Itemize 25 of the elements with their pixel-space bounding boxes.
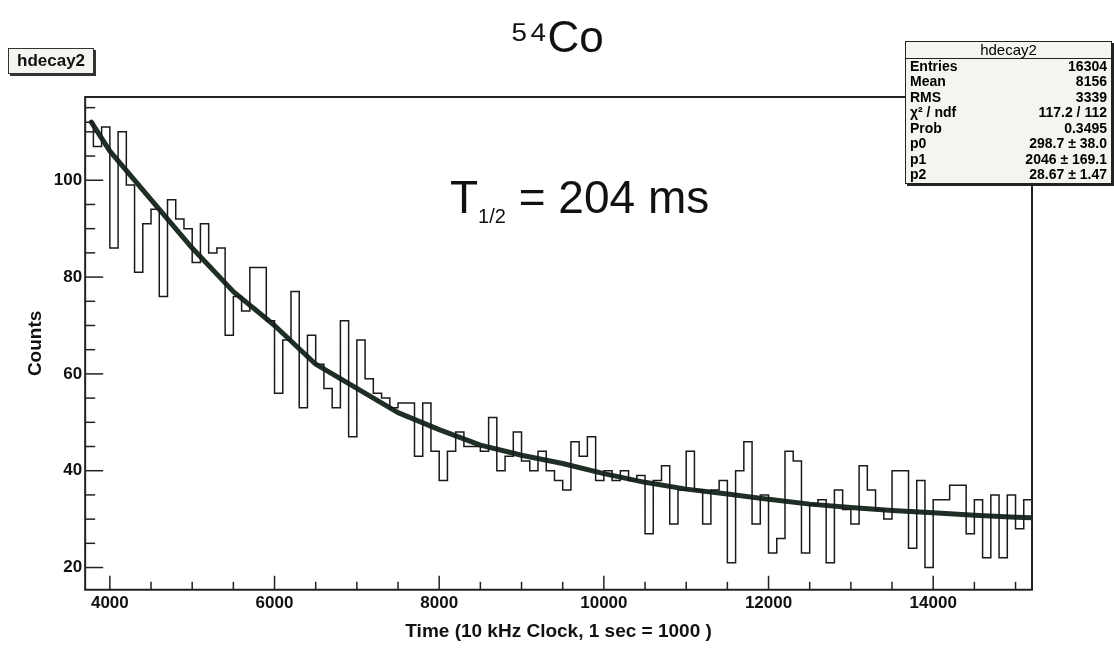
- y-tick-label: 100: [53, 169, 83, 189]
- x-tick-label: 4000: [90, 592, 129, 612]
- text: Entries 16304: [910, 57, 1107, 74]
- chart-title: ⁵⁴Co: [510, 12, 604, 61]
- text: RMS 3339: [910, 88, 1107, 105]
- text: χ² / ndf 117.2 / 112: [910, 104, 1107, 120]
- text: hdecay2: [8, 48, 95, 74]
- text: Prob 0.3495: [910, 119, 1107, 136]
- text: p1 2046 ± 169.1: [910, 150, 1107, 167]
- text: p0 298.7 ± 38.0: [910, 135, 1107, 151]
- y-tick-label: 40: [63, 460, 83, 480]
- y-tick-label: 60: [63, 363, 83, 383]
- annotation: T$_{1/2}$ = 204 ms: [450, 170, 710, 229]
- text: Mean 8156: [910, 73, 1107, 89]
- x-tick-label: 8000: [420, 592, 459, 612]
- text: p2 28.67 ± 1.47: [910, 166, 1107, 182]
- x-tick-label: 10000: [580, 592, 628, 612]
- y-axis-title: Counts: [23, 310, 45, 377]
- x-tick-label: 6000: [255, 592, 294, 612]
- y-tick-label: 20: [63, 557, 83, 577]
- y-tick-label: 80: [63, 266, 83, 286]
- text: hdecay2: [906, 41, 1111, 59]
- x-tick-label: 12000: [744, 592, 793, 612]
- x-tick-label: 14000: [909, 592, 957, 612]
- x-axis-title: Time (10 kHz Clock, 1 sec = 1000 ): [405, 619, 712, 641]
